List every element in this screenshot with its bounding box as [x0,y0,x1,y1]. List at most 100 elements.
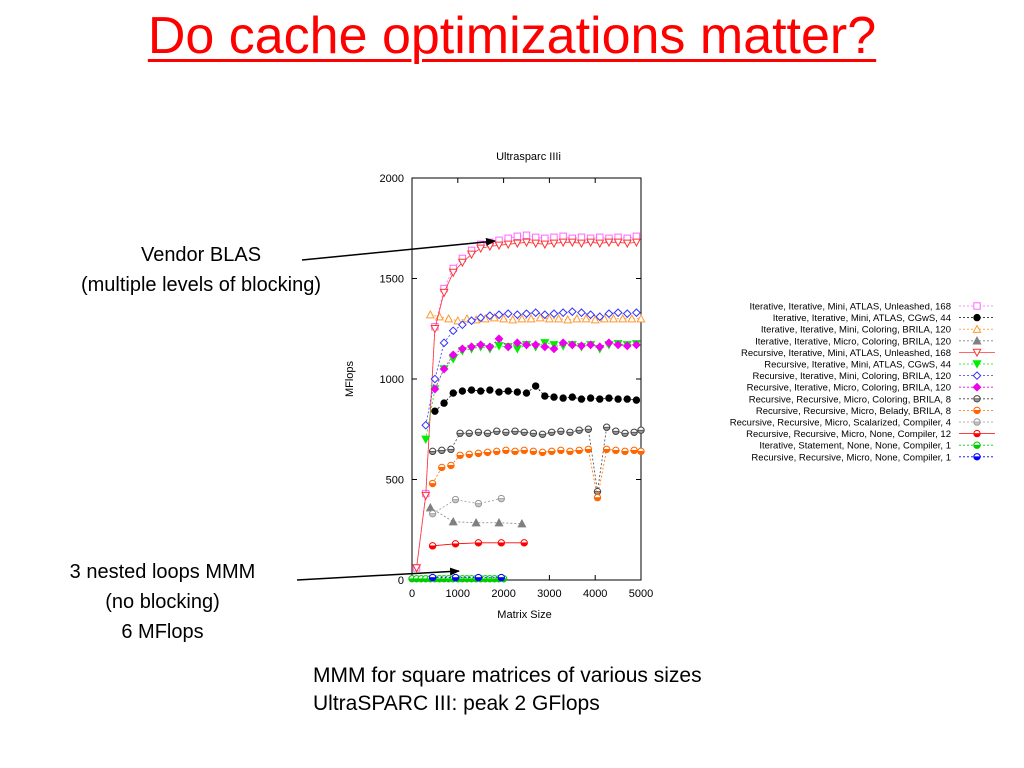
data-point [557,446,565,455]
data-point [575,426,583,434]
data-point [541,392,549,400]
legend-marker [973,395,981,403]
legend-marker [973,302,981,310]
legend-marker [973,418,981,426]
data-point [632,340,641,350]
legend-label: Recursive, Iterative, Micro, Coloring, B… [747,383,951,394]
series-line [432,448,642,498]
data-point [494,334,504,344]
data-point [444,313,454,323]
series-11 [428,494,506,518]
caption-line-2: UltraSPARC III: peak 2 GFlops [313,692,600,715]
data-point [512,338,522,348]
y-tick-label: 1500 [380,274,404,286]
data-point [613,238,623,248]
data-point [590,314,600,324]
slide-title: Do cache optimizations matter? [147,7,877,65]
data-point [471,517,481,527]
data-point [512,310,522,320]
data-point [483,448,492,457]
data-point [614,395,622,403]
data-point [458,387,467,395]
y-tick-label: 2000 [380,173,404,185]
data-point [474,573,483,582]
data-point [567,307,577,317]
data-point [563,314,573,324]
data-point [513,232,522,240]
data-point [567,238,577,248]
data-point [451,495,460,504]
data-point [577,233,586,241]
data-point [540,342,550,352]
data-point [438,446,446,455]
data-point [593,493,602,502]
data-point [494,310,504,320]
x-tick-label: 1000 [446,588,470,600]
data-point [465,450,473,459]
y-axis-label: MFlops [344,360,356,397]
legend-marker [972,371,982,381]
legend-label: Iterative, Iterative, Micro, Coloring, B… [755,336,951,347]
legend-label: Recursive, Recursive, Micro, Scalarized,… [730,418,951,429]
data-point [486,386,494,394]
annotation-nested-loops: 3 nested loops MMM (no blocking) 6 MFlop… [30,557,295,647]
data-point [549,344,559,354]
data-point [541,234,549,243]
data-point [412,564,422,573]
data-point [637,447,645,456]
data-point [465,429,473,437]
data-point [430,325,440,334]
data-point [540,310,550,320]
data-point [512,239,522,249]
data-point [568,393,576,401]
data-point [595,239,605,249]
x-tick-label: 3000 [537,588,561,600]
data-point [497,494,506,503]
data-point [540,240,550,250]
data-point [631,238,641,248]
data-point [467,386,476,394]
chart-title: Ultrasparc IIIi [496,151,561,163]
data-point [559,394,567,402]
data-point [497,539,506,547]
legend-marker [972,336,982,345]
data-point [577,341,586,351]
data-point [517,313,527,323]
data-point [558,308,568,318]
legend-marker [972,348,982,358]
series-line [416,234,637,568]
data-point [476,340,486,350]
data-point [439,364,449,374]
data-point [493,447,501,456]
legend-label: Iterative, Iterative, Mini, ATLAS, Unlea… [749,302,951,313]
data-point [544,313,554,323]
data-point [630,428,638,436]
series-12 [428,539,528,550]
data-point [428,573,437,582]
data-point [451,540,460,548]
data-point [612,446,620,455]
data-point [467,316,476,326]
data-point [627,313,637,323]
data-point [448,350,458,360]
data-point [531,239,541,249]
data-point [421,491,431,501]
legend-marker [973,429,981,438]
data-point [493,427,501,435]
legend-label: Recursive, Recursive, Micro, None, Compi… [746,429,951,440]
data-point [520,446,528,455]
data-point [428,479,437,488]
data-point [494,342,504,351]
data-point [483,429,492,437]
data-point [584,425,593,433]
data-point [476,244,486,254]
data-point [558,238,568,248]
data-point [581,313,591,323]
data-point [604,238,614,248]
data-point [430,384,440,394]
data-point [425,309,435,319]
data-point [502,446,510,455]
data-point [476,313,486,323]
data-point [467,342,476,352]
